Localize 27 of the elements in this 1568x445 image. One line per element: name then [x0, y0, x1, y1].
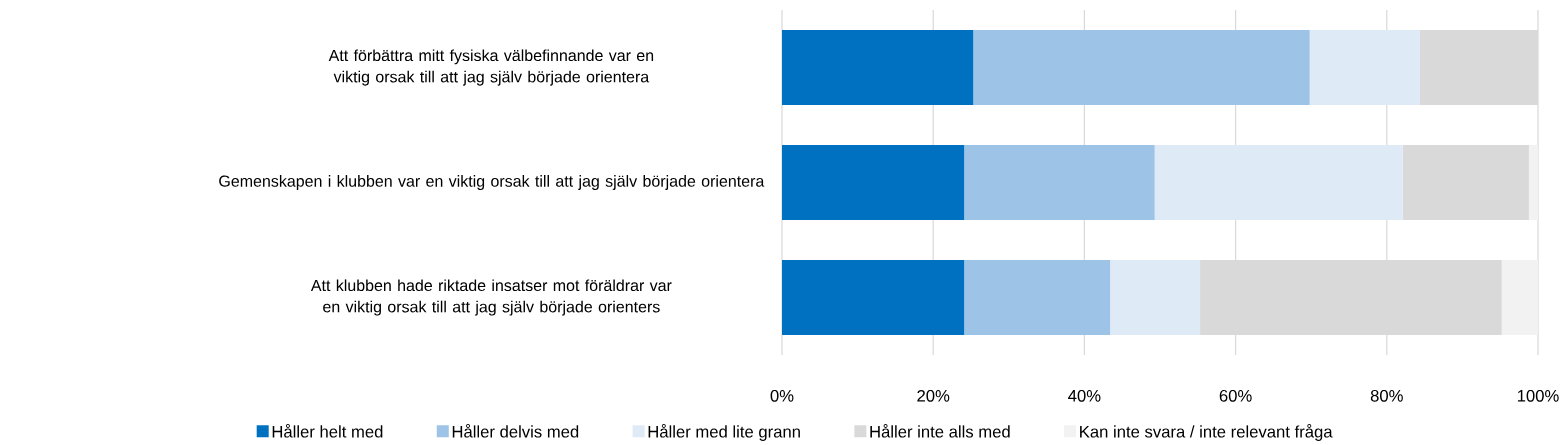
legend-label: Håller inte alls med [870, 423, 1010, 438]
x-tick-label: 0% [770, 389, 794, 402]
bar [782, 259, 965, 335]
bar [964, 259, 1111, 335]
bar [1200, 259, 1502, 335]
legend-label: Kan inte svara / inte relevant fråga [1080, 423, 1333, 441]
x-tick-label: 60% [1219, 389, 1252, 402]
bar [782, 144, 965, 220]
x-tick-label: 100% [1517, 389, 1559, 402]
bar [1154, 144, 1403, 220]
x-tick-label: 20% [917, 389, 950, 402]
legend-label: Håller delvis med [452, 423, 579, 438]
bar [782, 29, 974, 105]
legend-label: Håller helt med [272, 423, 383, 438]
y-tick-label: Att förbättra mitt fysiska välbefinnande var en viktig orsak till att jag själv började orientera [328, 49, 654, 86]
x-tick-label: 80% [1370, 389, 1403, 402]
bar [1110, 259, 1201, 335]
y-tick-label: Gemenskapen i klubben var en viktig orsak till att jag själv började orientera [219, 174, 765, 190]
y-tick-label: Att klubben hade riktade insatser mot föräldrar var en viktig orsak till att jag själv började orienters [310, 279, 672, 316]
bar [973, 29, 1310, 105]
bar [964, 144, 1155, 220]
x-tick-label: 40% [1068, 389, 1101, 402]
bar [1501, 259, 1538, 335]
bar [1309, 29, 1421, 105]
bar [1402, 144, 1529, 220]
legend-label: Håller med lite grann [648, 423, 800, 441]
bar [1528, 144, 1538, 220]
